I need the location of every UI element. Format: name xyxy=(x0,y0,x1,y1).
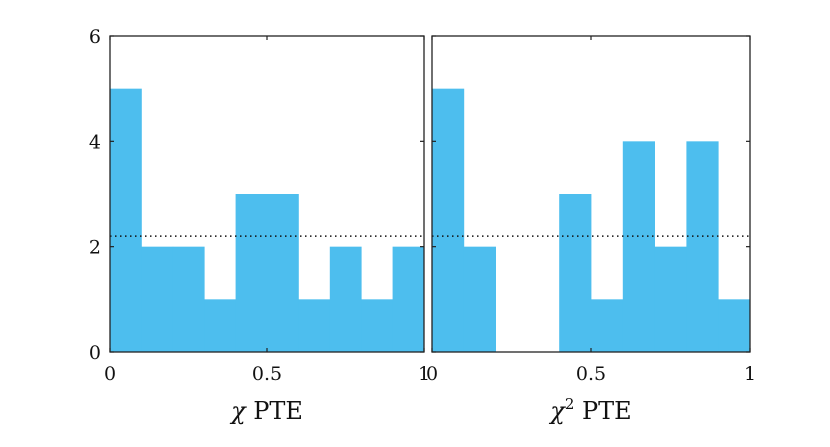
histogram-bar-3 xyxy=(172,246,205,352)
x-axis-label-symbol: χ xyxy=(229,397,247,425)
histogram-bar-1 xyxy=(110,88,142,353)
y-tick-label: 4 xyxy=(89,131,101,153)
x-tick-label: 1 xyxy=(744,363,756,385)
x-axis-label-text: PTE xyxy=(246,397,303,425)
y-tick-label: 2 xyxy=(89,237,101,259)
y-tick-label: 0 xyxy=(89,342,101,364)
left-panel-chi-pte: 0 2 4 6 0 0.5 1 χ PTE xyxy=(89,26,430,425)
histogram-bar-9 xyxy=(686,141,719,352)
histogram-bar-9 xyxy=(361,299,393,352)
histogram-bar-8 xyxy=(329,246,362,352)
y-tick-label: 6 xyxy=(89,26,101,48)
histogram-bar-2 xyxy=(141,246,174,352)
histogram-bar-5 xyxy=(235,194,268,352)
x-axis-label-text: PTE xyxy=(574,397,631,425)
right-panel-chi-squared-pte: 0 0.5 1 χ2 PTE xyxy=(426,35,756,425)
x-tick-label: 0 xyxy=(104,363,116,385)
histogram-bar-8 xyxy=(654,246,687,352)
histogram-bar-7 xyxy=(298,299,331,352)
histogram-bar-10 xyxy=(392,246,425,352)
x-axis-label: χ PTE xyxy=(229,397,303,425)
histogram-bar-6 xyxy=(591,299,624,352)
histogram-bar-7 xyxy=(622,141,655,352)
x-axis-label: χ2 PTE xyxy=(548,395,631,425)
x-tick-label: 0.5 xyxy=(252,363,282,385)
x-tick-label: 1 xyxy=(418,363,430,385)
histogram-bar-10 xyxy=(718,299,751,352)
x-tick-label: 0 xyxy=(426,363,438,385)
histogram-bar-1 xyxy=(432,88,465,353)
histogram-bar-5 xyxy=(559,194,592,352)
histogram-bar-4 xyxy=(204,299,236,352)
x-axis-label-symbol: χ xyxy=(548,397,566,425)
x-axis-label-superscript: 2 xyxy=(565,395,575,413)
x-tick-label: 0.5 xyxy=(576,363,606,385)
histogram-bar-2 xyxy=(463,246,496,352)
histogram-bar-6 xyxy=(267,194,299,352)
